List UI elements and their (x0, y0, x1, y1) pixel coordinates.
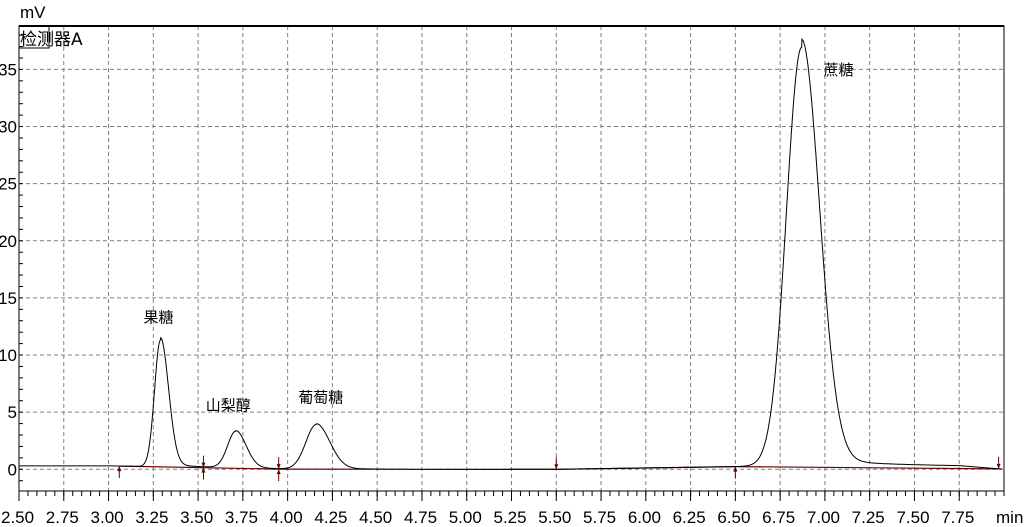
x-tick-label: 3.75 (225, 508, 258, 527)
y-tick-label: 15 (0, 289, 17, 308)
arrow-up-icon (733, 466, 738, 472)
arrow-up-icon (201, 467, 206, 473)
y-tick-label: 0 (8, 460, 17, 479)
detector-label: 检测器A (20, 30, 83, 50)
y-tick-label: 25 (0, 175, 17, 194)
x-tick-label: 4.50 (359, 508, 392, 527)
x-tick-label: 7.75 (941, 508, 974, 527)
arrow-down-icon (554, 464, 559, 470)
integration-marker-up-icon (733, 466, 738, 479)
integration-baseline (735, 466, 999, 470)
arrow-up-icon (117, 466, 122, 472)
axes: 2.50 2.75 3.00 3.25 3.50 3.75 4.00 4.25 4.50 4.75… (0, 25, 1005, 527)
x-tick-label: 6.75 (762, 508, 795, 527)
x-tick-label: 2.75 (46, 508, 79, 527)
detector-label-box (18, 25, 50, 49)
x-tick-label: 7.00 (807, 508, 840, 527)
x-tick-label: 7.25 (852, 508, 885, 527)
x-tick-label: 3.50 (180, 508, 213, 527)
peak-label: 山梨醇 (206, 397, 251, 415)
x-tick-label: 5.75 (583, 508, 616, 527)
x-axis-unit: min (996, 508, 1023, 527)
y-tick-label: 5 (8, 403, 17, 422)
integration-baseline (203, 467, 279, 470)
x-tick-label: 3.25 (135, 508, 168, 527)
integration-markers (117, 455, 1001, 482)
x-tick-label: 2.50 (1, 508, 34, 527)
y-tick-label: 30 (0, 118, 17, 137)
y-tick-label: 20 (0, 232, 17, 251)
integration-marker-both-icon (201, 455, 206, 480)
integration-marker-down-icon (554, 457, 559, 470)
x-tick-label: 3.00 (91, 508, 124, 527)
x-tick-label: 5.00 (449, 508, 482, 527)
arrow-down-icon (276, 464, 281, 470)
integration-marker-up-icon (117, 466, 122, 479)
y-axis-unit: mV (20, 3, 46, 22)
x-tick-label: 4.75 (404, 508, 437, 527)
peak-label: 葡萄糖 (298, 389, 343, 407)
arrow-down-icon (996, 463, 1001, 469)
x-tick-label: 6.50 (717, 508, 750, 527)
x-tick-label: 5.25 (494, 508, 527, 527)
x-tick-label: 4.00 (270, 508, 303, 527)
y-tick-label: 10 (0, 346, 17, 365)
peak-label: 果糖 (143, 308, 173, 326)
x-tick-label: 5.50 (538, 508, 571, 527)
x-tick-label: 7.50 (896, 508, 929, 527)
arrow-down-icon (201, 462, 206, 468)
arrow-up-icon (276, 469, 281, 475)
x-tick-label: 4.25 (314, 508, 347, 527)
grid (19, 26, 1004, 491)
y-tick-label: 35 (0, 60, 17, 79)
peak-label: 蔗糖 (824, 61, 854, 79)
integration-marker-down-icon (996, 456, 1001, 469)
x-tick-label: 6.25 (673, 508, 706, 527)
chromatogram-trace (19, 38, 1003, 470)
x-tick-label: 6.00 (628, 508, 661, 527)
integration-marker-both-icon (276, 457, 281, 482)
